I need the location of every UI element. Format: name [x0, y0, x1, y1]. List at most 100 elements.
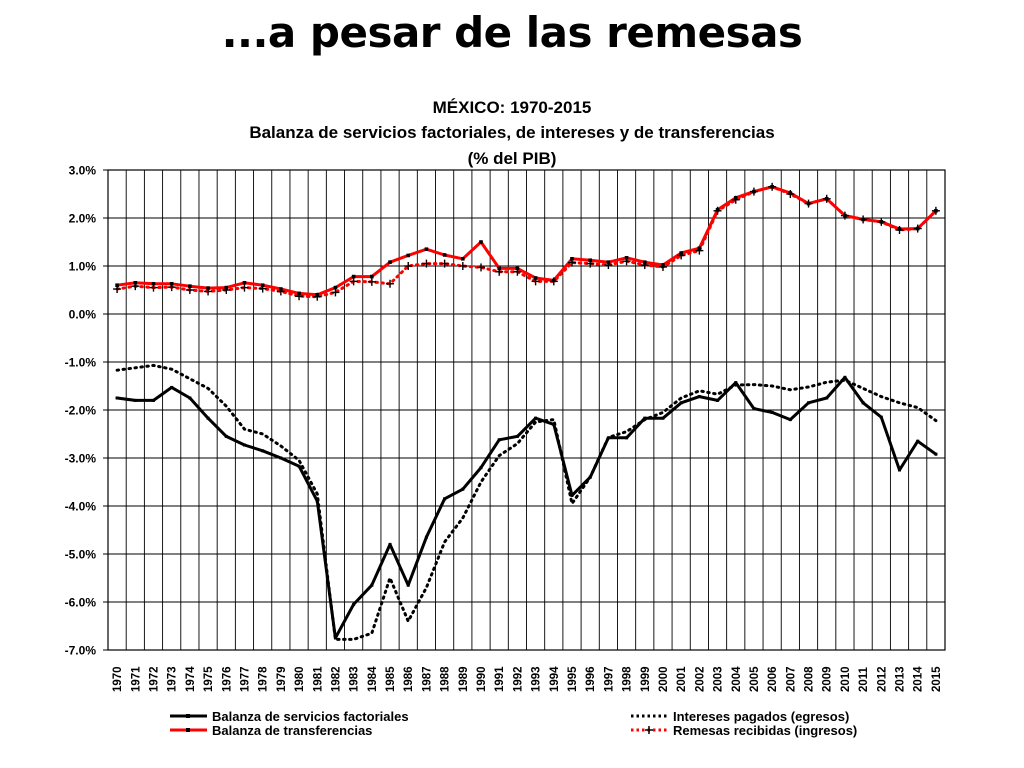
y-tick-label: 3.0% — [69, 164, 97, 178]
servicios-factoriales-point — [916, 439, 920, 443]
x-tick-label: 2013 — [895, 666, 907, 692]
servicios-factoriales-point — [643, 416, 647, 420]
y-tick-label: -2.0% — [65, 404, 97, 418]
x-tick-label: 1984 — [367, 666, 379, 692]
x-tick-label: 1978 — [258, 666, 270, 692]
servicios-factoriales-point — [661, 416, 665, 420]
x-tick-label: 1994 — [549, 666, 561, 692]
x-tick-label: 1981 — [312, 666, 324, 692]
transferencias-point — [333, 285, 338, 290]
servicios-factoriales-point — [606, 436, 610, 440]
servicios-factoriales-point — [206, 416, 210, 420]
slide-title: ...a pesar de las remesas — [221, 8, 803, 57]
x-tick-label: 1986 — [403, 666, 415, 692]
servicios-factoriales-point — [333, 636, 337, 640]
x-tick-label: 1999 — [640, 666, 652, 692]
legend-swatch-servicios-factoriales — [170, 714, 207, 718]
transferencias-point — [461, 257, 465, 261]
servicios-factoriales-point — [679, 401, 683, 405]
transferencias-point — [388, 260, 392, 264]
series-transferencias-line — [115, 185, 938, 297]
servicios-factoriales-point — [133, 398, 137, 402]
servicios-factoriales-point — [497, 438, 501, 442]
servicios-factoriales-point — [424, 535, 428, 539]
legend-item-remesas-recibidas: Remesas recibidas (ingresos) — [628, 723, 908, 741]
servicios-factoriales-point — [770, 410, 774, 414]
servicios-factoriales-point — [625, 436, 629, 440]
chart-subtitle: Balanza de servicios factoriales, de int… — [249, 123, 775, 142]
x-tick-label: 2004 — [731, 666, 743, 692]
x-tick-label: 1979 — [276, 666, 288, 692]
x-tick-label: 2009 — [822, 666, 834, 692]
chart-title: MÉXICO: 1970-2015 — [432, 98, 592, 117]
servicios-factoriales-point — [552, 422, 556, 426]
x-tick-label: 1973 — [167, 666, 179, 692]
servicios-factoriales-point — [588, 475, 592, 479]
x-tick-label: 1989 — [458, 666, 470, 692]
y-tick-label: -4.0% — [65, 500, 97, 514]
x-tick-label: 1972 — [148, 666, 160, 692]
servicios-factoriales-point — [297, 464, 301, 468]
servicios-factoriales-point — [443, 497, 447, 501]
legend-label-servicios-factoriales: Balanza de servicios factoriales — [212, 709, 409, 724]
servicios-factoriales-point — [151, 398, 155, 402]
transferencias-point — [351, 274, 356, 279]
servicios-factoriales-point — [261, 449, 265, 453]
x-tick-label: 2014 — [913, 666, 925, 692]
servicios-factoriales-point — [752, 407, 756, 411]
x-tick-label: 1988 — [440, 666, 452, 692]
x-tick-label: 2010 — [840, 666, 852, 692]
legend-item-servicios-factoriales: Balanza de servicios factoriales — [167, 709, 447, 727]
legend-label-transferencias: Balanza de transferencias — [212, 723, 373, 738]
x-tick-label: 1985 — [385, 666, 397, 692]
servicios-factoriales-point — [388, 542, 392, 546]
servicios-factoriales-point — [515, 434, 519, 438]
x-tick-label: 1995 — [567, 666, 579, 692]
x-tick-label: 1974 — [185, 666, 197, 692]
servicios-factoriales-point — [825, 396, 829, 400]
y-tick-label: -6.0% — [65, 596, 97, 610]
x-tick-label: 2002 — [694, 666, 706, 692]
x-tick-label: 1980 — [294, 666, 306, 692]
series-servicios-factoriales-line — [115, 375, 938, 640]
x-tick-label: 1998 — [622, 666, 634, 692]
servicios-factoriales-point — [570, 493, 574, 497]
x-tick-label: 1993 — [531, 666, 543, 692]
legend-label-remesas-recibidas: Remesas recibidas (ingresos) — [673, 723, 858, 738]
servicios-factoriales-point — [115, 396, 119, 400]
line-chart: 3.0% 2.0% 1.0% 0.0% -1.0% -2.0% -3.0% -4.0% -5.0… — [65, 164, 946, 692]
transferencias-point — [479, 240, 483, 244]
servicios-factoriales-point — [934, 452, 938, 456]
servicios-factoriales-point — [461, 487, 465, 491]
transferencias-point — [406, 253, 411, 258]
legend-swatch-intereses-pagados — [631, 714, 668, 718]
servicios-factoriales-point — [315, 499, 319, 503]
x-tick-label: 2008 — [804, 666, 816, 692]
legend-item-transferencias: Balanza de transferencias — [167, 723, 447, 741]
x-tick-label: 2007 — [785, 666, 797, 692]
servicios-factoriales-point — [807, 401, 811, 405]
y-tick-label: -5.0% — [65, 548, 97, 562]
servicios-factoriales-point — [534, 416, 538, 420]
y-tick-label: 1.0% — [69, 260, 97, 274]
x-tick-label: 1982 — [330, 666, 342, 692]
x-tick-label: 2012 — [876, 666, 888, 692]
legend-swatch-remesas-recibidas — [631, 726, 668, 734]
servicios-factoriales-point — [843, 375, 847, 379]
x-tick-label: 1990 — [476, 666, 488, 692]
x-tick-label: 1971 — [130, 666, 142, 692]
y-tick-label: 2.0% — [69, 212, 97, 226]
servicios-factoriales-point — [406, 583, 410, 587]
x-tick-label: 2015 — [931, 666, 943, 692]
x-tick-label: 1987 — [421, 666, 433, 692]
transferencias-point — [242, 281, 247, 285]
x-tick-label: 2006 — [767, 666, 779, 692]
transferencias-point — [424, 247, 429, 251]
servicios-factoriales-point — [242, 443, 246, 447]
servicios-factoriales-point — [861, 401, 865, 405]
servicios-factoriales-point — [224, 434, 228, 438]
transferencias-point — [442, 253, 447, 257]
x-tick-label: 2001 — [676, 666, 688, 692]
servicios-factoriales-point — [898, 468, 902, 472]
servicios-factoriales-point — [188, 396, 192, 400]
